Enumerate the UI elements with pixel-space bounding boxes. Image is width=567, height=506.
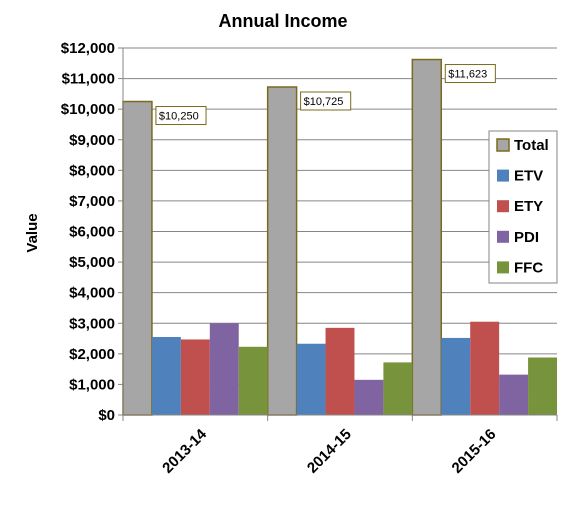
bar-ety-2015-16 bbox=[470, 321, 500, 415]
data-label: $10,725 bbox=[300, 91, 352, 111]
legend-label: Total bbox=[514, 137, 549, 154]
legend-item-ety: ETY bbox=[497, 198, 543, 215]
data-label-text: $11,623 bbox=[448, 69, 487, 81]
legend-item-ffc: FFC bbox=[497, 259, 543, 276]
bar-etv-2013-14 bbox=[151, 337, 181, 415]
data-label-box bbox=[444, 64, 496, 84]
bar-total-2015-16 bbox=[411, 58, 443, 416]
data-label: $11,623 bbox=[444, 64, 496, 84]
y-tick-label: $11,000 bbox=[62, 71, 115, 88]
data-labels: $10,250 $10,725 $11,623 bbox=[155, 64, 496, 126]
bar-ffc-2015-16 bbox=[528, 357, 557, 415]
y-tick-label: $8,000 bbox=[69, 162, 115, 179]
data-label-box bbox=[155, 106, 207, 126]
y-tick-label: $9,000 bbox=[69, 132, 115, 149]
y-tick-label: $1,000 bbox=[69, 376, 115, 393]
y-tick-label: $0 bbox=[98, 407, 115, 424]
bar-etv-2015-16 bbox=[441, 337, 471, 415]
legend-swatch bbox=[497, 169, 509, 182]
y-tick-label: $12,000 bbox=[61, 40, 115, 57]
chart-title: Annual Income bbox=[218, 11, 347, 31]
bar-total-2014-15 bbox=[266, 86, 298, 416]
legend-swatch bbox=[496, 138, 510, 152]
bar-ffc-2013-14 bbox=[238, 346, 268, 415]
data-label: $10,250 bbox=[155, 106, 207, 126]
x-tick-label: 2015-16 bbox=[449, 426, 500, 477]
y-tick-label: $2,000 bbox=[69, 346, 115, 363]
legend-label: PDI bbox=[514, 229, 539, 246]
data-label-box bbox=[300, 91, 352, 111]
legend: Total ETV ETY PDI FFC bbox=[488, 130, 558, 284]
data-label-text: $10,725 bbox=[304, 96, 344, 108]
legend-item-etv: ETV bbox=[497, 168, 543, 185]
legend-swatch bbox=[497, 230, 509, 243]
x-axis-ticks: 2013-14 2014-15 2015-16 bbox=[122, 415, 558, 477]
y-tick-label: $6,000 bbox=[69, 224, 115, 241]
legend-swatch bbox=[497, 261, 509, 274]
bar-pdi-2014-15 bbox=[354, 379, 384, 415]
bar-total-2013-14 bbox=[122, 100, 153, 416]
data-label-text: $10,250 bbox=[159, 111, 199, 123]
legend-swatch bbox=[497, 200, 509, 213]
bar-etv-2014-15 bbox=[296, 343, 326, 415]
x-tick-label: 2013-14 bbox=[159, 425, 210, 476]
axes bbox=[122, 48, 557, 416]
x-tick-label: 2014-15 bbox=[304, 426, 355, 477]
bar-pdi-2013-14 bbox=[209, 323, 239, 415]
y-tick-label: $4,000 bbox=[69, 285, 115, 302]
y-axis-label: Value bbox=[24, 213, 41, 252]
y-tick-label: $5,000 bbox=[69, 254, 115, 271]
y-tick-label: $3,000 bbox=[69, 315, 115, 332]
bar-ffc-2014-15 bbox=[383, 362, 413, 415]
legend-label: ETY bbox=[514, 198, 543, 215]
legend-label: FFC bbox=[514, 259, 543, 276]
bar-pdi-2015-16 bbox=[499, 374, 529, 415]
y-tick-label: $10,000 bbox=[61, 101, 115, 118]
bar-ety-2013-14 bbox=[180, 339, 210, 415]
bar-ety-2014-15 bbox=[325, 327, 355, 415]
legend-item-total: Total bbox=[496, 137, 549, 154]
y-tick-label: $7,000 bbox=[69, 193, 115, 210]
y-axis-ticks: $0 $1,000 $2,000 $3,000 $4,000 $5,000 $6,000 $7… bbox=[61, 40, 123, 424]
legend-item-pdi: PDI bbox=[497, 229, 539, 246]
legend-label: ETV bbox=[514, 168, 543, 185]
